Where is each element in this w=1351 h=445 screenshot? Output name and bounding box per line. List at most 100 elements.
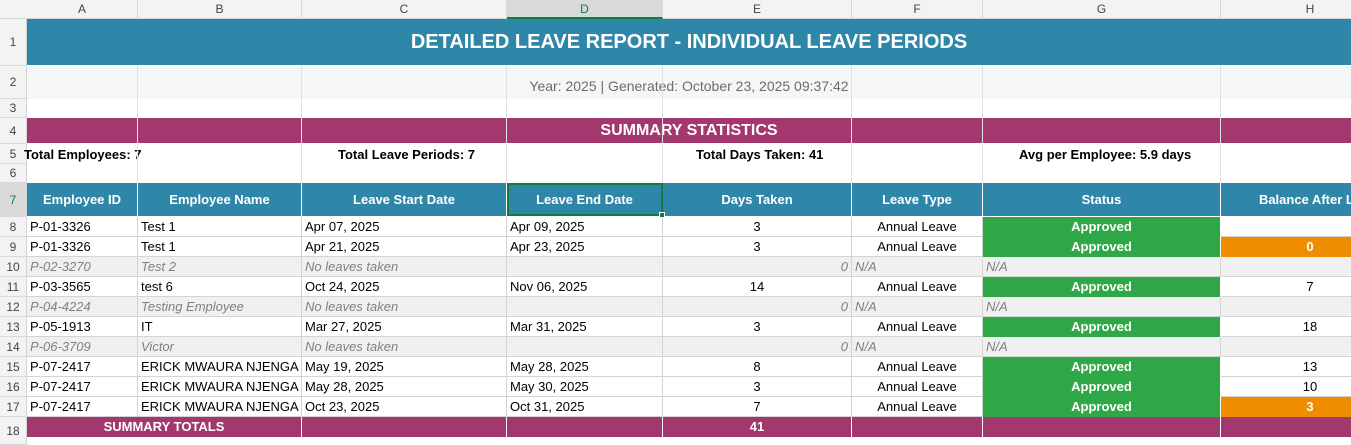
cell-end[interactable] [507, 257, 663, 277]
cell-start[interactable]: No leaves taken [302, 297, 507, 317]
cell-days[interactable]: 8 [663, 357, 852, 377]
report-title[interactable]: DETAILED LEAVE REPORT - INDIVIDUAL LEAVE… [27, 19, 1351, 65]
cell-end[interactable]: Apr 09, 2025 [507, 217, 663, 237]
cell-end[interactable]: May 28, 2025 [507, 357, 663, 377]
cell-id[interactable]: P-07-2417 [27, 397, 138, 417]
cell-status[interactable]: Approved [983, 397, 1221, 417]
row-header-7[interactable]: 7 [0, 183, 27, 217]
cell-start[interactable]: May 19, 2025 [302, 357, 507, 377]
summary-statistics-heading[interactable]: SUMMARY STATISTICS [27, 118, 1351, 143]
row-header-6[interactable]: 6 [0, 164, 27, 183]
cell-days[interactable]: 0 [663, 257, 852, 277]
cell-balance[interactable]: 3 [1221, 397, 1351, 417]
cell-start[interactable]: Oct 24, 2025 [302, 277, 507, 297]
cell-id[interactable]: P-03-3565 [27, 277, 138, 297]
cell-id[interactable]: P-06-3709 [27, 337, 138, 357]
summary-totals-days[interactable]: 41 [663, 417, 852, 437]
column-header-a[interactable]: A [27, 0, 138, 19]
cell-id[interactable]: P-07-2417 [27, 377, 138, 397]
cell-type[interactable]: N/A [852, 257, 983, 277]
cell-type[interactable]: Annual Leave [852, 237, 983, 257]
cell-status[interactable]: Approved [983, 317, 1221, 337]
row-header-8[interactable]: 8 [0, 217, 27, 237]
cell-start[interactable]: Apr 07, 2025 [302, 217, 507, 237]
cell-id[interactable]: P-04-4224 [27, 297, 138, 317]
cell-name[interactable]: test 6 [138, 277, 302, 297]
row-header-18[interactable]: 18 [0, 417, 27, 445]
cell-status[interactable]: Approved [983, 237, 1221, 257]
summary-totals-cell[interactable] [983, 417, 1221, 437]
cell-days[interactable]: 3 [663, 317, 852, 337]
cell-status[interactable]: Approved [983, 377, 1221, 397]
cell-type[interactable]: N/A [852, 297, 983, 317]
cell-id[interactable]: P-02-3270 [27, 257, 138, 277]
cell-end[interactable]: Nov 06, 2025 [507, 277, 663, 297]
summary-totals-cell[interactable] [302, 417, 507, 437]
column-title-leave-type[interactable]: Leave Type [852, 183, 983, 216]
column-header-f[interactable]: F [852, 0, 983, 19]
cell-days[interactable]: 3 [663, 217, 852, 237]
cell-balance[interactable]: 0 [1221, 237, 1351, 257]
column-header-h[interactable]: H [1221, 0, 1351, 19]
row-header-1[interactable]: 1 [0, 19, 27, 66]
column-header-e[interactable]: E [663, 0, 852, 19]
summary-totals-label[interactable]: SUMMARY TOTALS [27, 417, 302, 437]
row-header-3[interactable]: 3 [0, 99, 27, 118]
cell-status[interactable]: Approved [983, 217, 1221, 237]
row-header-2[interactable]: 2 [0, 66, 27, 99]
cell-days[interactable]: 3 [663, 237, 852, 257]
column-title-balance-after-le[interactable]: Balance After Le [1221, 183, 1351, 216]
summary-totals-cell[interactable] [852, 417, 983, 437]
cell-status[interactable]: N/A [983, 337, 1221, 357]
cell-status[interactable]: Approved [983, 277, 1221, 297]
cell-days[interactable]: 3 [663, 377, 852, 397]
cell-start[interactable]: Apr 21, 2025 [302, 237, 507, 257]
cell-id[interactable]: P-01-3326 [27, 217, 138, 237]
cell-status[interactable]: Approved [983, 357, 1221, 377]
cell-name[interactable]: Test 2 [138, 257, 302, 277]
column-title-days-taken[interactable]: Days Taken [663, 183, 852, 216]
row-header-9[interactable]: 9 [0, 237, 27, 257]
cell-type[interactable]: Annual Leave [852, 217, 983, 237]
row-header-16[interactable]: 16 [0, 377, 27, 397]
cell-status[interactable]: N/A [983, 257, 1221, 277]
cell-balance[interactable] [1221, 257, 1351, 277]
row-header-11[interactable]: 11 [0, 277, 27, 297]
cell-id[interactable]: P-07-2417 [27, 357, 138, 377]
cell-start[interactable]: Mar 27, 2025 [302, 317, 507, 337]
column-title-leave-end-date[interactable]: Leave End Date [507, 183, 663, 216]
column-header-b[interactable]: B [138, 0, 302, 19]
cell-balance[interactable] [1221, 337, 1351, 357]
cell-end[interactable]: Apr 23, 2025 [507, 237, 663, 257]
cell-start[interactable]: Oct 23, 2025 [302, 397, 507, 417]
stat-avg-per-employee[interactable]: Avg per Employee: 5.9 days [1019, 147, 1192, 162]
stat-total-employees[interactable]: Total Employees: 7 [24, 147, 142, 162]
cell-balance[interactable]: 10 [1221, 377, 1351, 397]
cell-type[interactable]: Annual Leave [852, 277, 983, 297]
cell-name[interactable]: IT [138, 317, 302, 337]
stat-total-days-taken[interactable]: Total Days Taken: 41 [696, 147, 824, 162]
cell-name[interactable]: Testing Employee [138, 297, 302, 317]
cell-start[interactable]: No leaves taken [302, 337, 507, 357]
row-header-17[interactable]: 17 [0, 397, 27, 417]
cell-balance[interactable]: 13 [1221, 357, 1351, 377]
report-subtitle[interactable]: Year: 2025 | Generated: October 23, 2025… [27, 66, 1351, 99]
column-title-employee-id[interactable]: Employee ID [27, 183, 138, 216]
cell-name[interactable]: Test 1 [138, 237, 302, 257]
row-header-14[interactable]: 14 [0, 337, 27, 357]
sheet-grid[interactable]: DETAILED LEAVE REPORT - INDIVIDUAL LEAVE… [24, 19, 1351, 445]
cell-balance[interactable]: 18 [1221, 317, 1351, 337]
cell-end[interactable]: Oct 31, 2025 [507, 397, 663, 417]
summary-totals-cell[interactable] [507, 417, 663, 437]
cell-end[interactable] [507, 337, 663, 357]
cell-end[interactable]: May 30, 2025 [507, 377, 663, 397]
cell-type[interactable]: N/A [852, 337, 983, 357]
column-header-g[interactable]: G [983, 0, 1221, 19]
cell-end[interactable] [507, 297, 663, 317]
row-header-15[interactable]: 15 [0, 357, 27, 377]
cell-type[interactable]: Annual Leave [852, 357, 983, 377]
cell-days[interactable]: 7 [663, 397, 852, 417]
cell-end[interactable]: Mar 31, 2025 [507, 317, 663, 337]
cell-name[interactable]: ERICK MWAURA NJENGA [138, 357, 302, 377]
cell-id[interactable]: P-05-1913 [27, 317, 138, 337]
